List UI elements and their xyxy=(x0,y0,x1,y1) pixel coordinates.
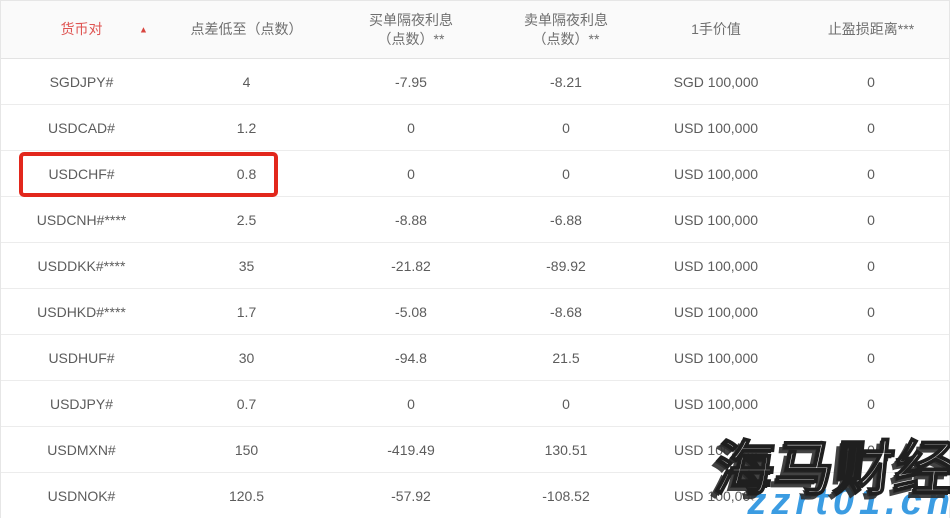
cell-lot-value: USD 100,000 xyxy=(673,119,759,136)
cell-stop-distance: 0 xyxy=(867,303,875,320)
cell-sell-swap: -108.52 xyxy=(542,487,590,504)
header-buy-swap: 买单隔夜利息 （点数）** xyxy=(331,1,491,58)
cell-sell-swap: 130.51 xyxy=(544,441,588,458)
cell-spread: 2.5 xyxy=(236,211,257,228)
cell-currency-pair: USDMXN# xyxy=(47,441,116,458)
cell-lot-value: USD 100,000 xyxy=(673,349,759,366)
cell-lot-value: USD 100,000 xyxy=(673,487,759,504)
cell-stop-distance: 0 xyxy=(867,441,875,458)
cell-lot-value: USD 100,000 xyxy=(673,257,759,274)
cell-buy-swap: 0 xyxy=(407,395,415,412)
cell-buy-swap: -419.49 xyxy=(387,441,435,458)
cell-lot-value: USD 100,000 xyxy=(673,165,759,182)
cell-sell-swap: -8.21 xyxy=(550,73,582,90)
cell-currency-pair: USDJPY# xyxy=(49,395,114,412)
table-row: USDCHF# 0.8 0 0 USD 100,000 0 xyxy=(1,151,949,197)
cell-buy-swap: -94.8 xyxy=(395,349,427,366)
cell-currency-pair: USDDKK#**** xyxy=(37,257,126,274)
cell-buy-swap: -21.82 xyxy=(391,257,431,274)
cell-lot-value: USD 100,000 xyxy=(673,395,759,412)
cell-buy-swap: -57.92 xyxy=(391,487,431,504)
header-sell-swap-label-line2: （点数）** xyxy=(532,30,600,47)
table-row: SGDJPY# 4 -7.95 -8.21 SGD 100,000 0 xyxy=(1,59,949,105)
cell-sell-swap: -89.92 xyxy=(546,257,586,274)
cell-stop-distance: 0 xyxy=(867,349,875,366)
header-buy-swap-label-line2: （点数）** xyxy=(377,30,445,47)
table-header: 货币对 ▲ 点差低至（点数） 买单隔夜利息 （点数）** 卖单隔夜利息 （点数）… xyxy=(1,1,949,59)
cell-currency-pair: USDCHF# xyxy=(48,165,115,182)
cell-currency-pair: USDHKD#**** xyxy=(37,303,126,320)
cell-currency-pair: USDCAD# xyxy=(48,119,115,136)
cell-stop-distance: 0 xyxy=(867,165,875,182)
cell-currency-pair: USDHUF# xyxy=(48,349,115,366)
table-row: USDNOK# 120.5 -57.92 -108.52 USD 100,000… xyxy=(1,473,949,518)
cell-sell-swap: 0 xyxy=(562,119,570,136)
header-lot-value-label: 1手价值 xyxy=(691,21,741,37)
cell-stop-distance: 0 xyxy=(867,487,875,504)
header-sell-swap: 卖单隔夜利息 （点数）** xyxy=(491,1,641,58)
cell-lot-value: USD 100,000 xyxy=(673,441,759,458)
cell-currency-pair: SGDJPY# xyxy=(49,73,114,90)
table-body: SGDJPY# 4 -7.95 -8.21 SGD 100,000 0 USDC… xyxy=(1,59,949,518)
header-lot-value: 1手价值 xyxy=(641,1,791,58)
cell-stop-distance: 0 xyxy=(867,211,875,228)
header-spread-label: 点差低至（点数） xyxy=(190,21,303,37)
cell-spread: 30 xyxy=(238,349,255,366)
cell-sell-swap: 0 xyxy=(562,395,570,412)
cell-buy-swap: -7.95 xyxy=(395,73,427,90)
cell-buy-swap: 0 xyxy=(407,165,415,182)
cell-sell-swap: -6.88 xyxy=(550,211,582,228)
cell-buy-swap: -8.88 xyxy=(395,211,427,228)
cell-lot-value: USD 100,000 xyxy=(673,303,759,320)
cell-buy-swap: -5.08 xyxy=(395,303,427,320)
cell-stop-distance: 0 xyxy=(867,395,875,412)
table-row: USDJPY# 0.7 0 0 USD 100,000 0 xyxy=(1,381,949,427)
cell-spread: 4 xyxy=(242,73,251,90)
cell-lot-value: USD 100,000 xyxy=(673,211,759,228)
header-currency-pair[interactable]: 货币对 ▲ xyxy=(1,1,162,58)
cell-stop-distance: 0 xyxy=(867,119,875,136)
cell-currency-pair: USDCNH#**** xyxy=(36,211,127,228)
cell-sell-swap: 0 xyxy=(562,165,570,182)
header-buy-swap-label-line1: 买单隔夜利息 xyxy=(369,11,453,28)
cell-spread: 0.7 xyxy=(236,395,257,412)
cell-spread: 150 xyxy=(234,441,259,458)
header-currency-pair-label: 货币对 xyxy=(60,21,103,37)
cell-spread: 120.5 xyxy=(228,487,265,504)
table-row: USDHUF# 30 -94.8 21.5 USD 100,000 0 xyxy=(1,335,949,381)
cell-spread: 0.8 xyxy=(236,165,257,182)
table-row: USDHKD#**** 1.7 -5.08 -8.68 USD 100,000 … xyxy=(1,289,949,335)
cell-sell-swap: 21.5 xyxy=(552,349,580,366)
cell-stop-distance: 0 xyxy=(867,73,875,90)
cell-buy-swap: 0 xyxy=(407,119,415,136)
table-row: USDCAD# 1.2 0 0 USD 100,000 0 xyxy=(1,105,949,151)
cell-currency-pair: USDNOK# xyxy=(47,487,116,504)
header-sell-swap-label-line1: 卖单隔夜利息 xyxy=(524,11,608,28)
header-stop-distance: 止盈损距离*** xyxy=(791,1,950,58)
sort-asc-icon[interactable]: ▲ xyxy=(139,24,148,34)
table-row: USDDKK#**** 35 -21.82 -89.92 USD 100,000… xyxy=(1,243,949,289)
table-row: USDCNH#**** 2.5 -8.88 -6.88 USD 100,000 … xyxy=(1,197,949,243)
cell-stop-distance: 0 xyxy=(867,257,875,274)
header-stop-distance-label: 止盈损距离*** xyxy=(827,21,915,37)
cell-spread: 35 xyxy=(238,257,255,274)
header-spread: 点差低至（点数） xyxy=(162,1,331,58)
cell-lot-value: SGD 100,000 xyxy=(673,73,759,90)
cell-sell-swap: -8.68 xyxy=(550,303,582,320)
cell-spread: 1.2 xyxy=(236,119,257,136)
table-row: USDMXN# 150 -419.49 130.51 USD 100,000 0 xyxy=(1,427,949,473)
cell-spread: 1.7 xyxy=(236,303,257,320)
